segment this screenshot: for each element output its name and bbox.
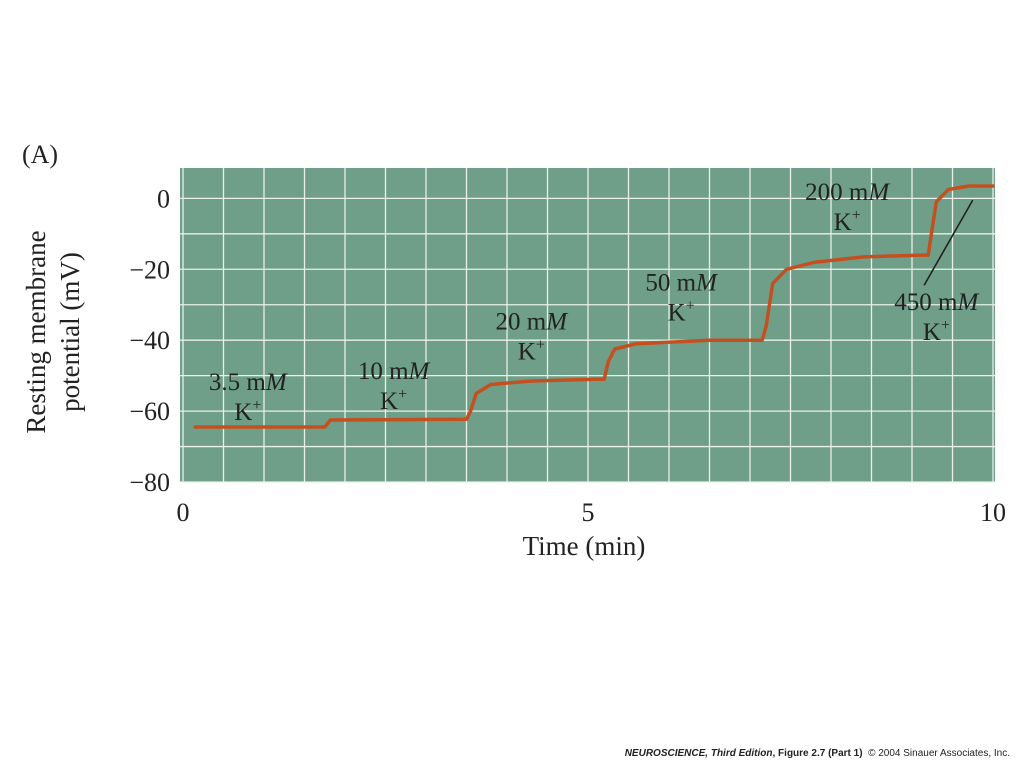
y-axis-label-line-1: Resting membrane — [21, 230, 51, 433]
credit-copyright: © 2004 Sinauer Associates, Inc. — [868, 748, 1010, 759]
x-axis-label: Time (min) — [523, 531, 646, 561]
credit-edition: , Third Edition — [705, 748, 773, 759]
concentration-label: 200 mMK+ — [805, 179, 890, 236]
concentration-label: 10 mMK+ — [358, 358, 431, 415]
concentration-value: 20 mM — [496, 309, 569, 336]
ion-label: K+ — [380, 386, 407, 415]
x-axis-ticks: 0 5 10 — [177, 498, 1007, 527]
concentration-value: 200 mM — [805, 179, 890, 206]
ion-label: K+ — [668, 298, 695, 327]
y-tick-label: −80 — [129, 468, 170, 497]
grid — [180, 168, 995, 483]
x-tick-label: 0 — [177, 498, 190, 527]
panel-label: (A) — [22, 140, 58, 169]
concentration-value: 450 mM — [894, 289, 979, 316]
concentration-label: 20 mMK+ — [496, 309, 569, 366]
x-tick-label: 10 — [980, 498, 1006, 527]
y-tick-label: 0 — [157, 184, 170, 213]
y-axis-ticks: 0 −20 −40 −60 −80 — [129, 184, 170, 497]
credit-book: NEUROSCIENCE — [624, 748, 706, 759]
concentration-label: 450 mMK+ — [894, 289, 979, 346]
y-tick-label: −60 — [129, 397, 170, 426]
concentration-value: 10 mM — [358, 358, 431, 385]
concentration-labels: 3.5 mMK+10 mMK+20 mMK+50 mMK+200 mMK+450… — [209, 179, 980, 426]
figure-credit: NEUROSCIENCE, Third Edition, Figure 2.7 … — [625, 748, 1010, 759]
concentration-label: 3.5 mMK+ — [209, 369, 288, 426]
y-axis-label-line-2: potential (mV) — [55, 252, 85, 412]
ion-label: K+ — [234, 397, 261, 426]
ion-label: K+ — [923, 317, 950, 346]
ion-label: K+ — [834, 207, 861, 236]
x-tick-label: 5 — [582, 498, 595, 527]
membrane-potential-trace — [193, 184, 995, 429]
pointer-line-450mM — [923, 199, 974, 286]
ion-label: K+ — [518, 337, 545, 366]
credit-figure: , Figure 2.7 (Part 1) — [772, 748, 863, 759]
concentration-value: 50 mM — [645, 270, 718, 297]
y-tick-label: −40 — [129, 326, 170, 355]
y-tick-label: −20 — [129, 255, 170, 284]
concentration-value: 3.5 mM — [209, 369, 288, 396]
concentration-label: 50 mMK+ — [645, 270, 718, 327]
